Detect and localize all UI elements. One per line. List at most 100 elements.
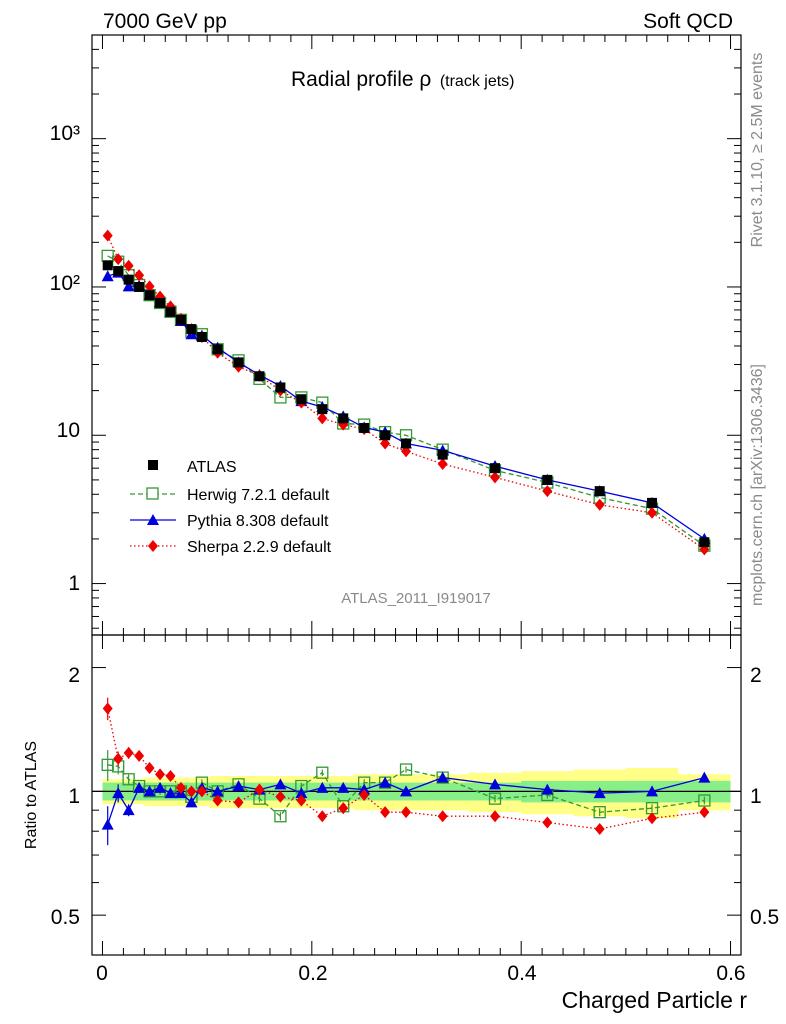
y-tick-label-1000: 10³ — [50, 122, 80, 145]
ratio-point-sherpa-18 — [380, 806, 391, 819]
ratio-point-sherpa-21 — [490, 810, 501, 823]
legend-marker-atlas — [148, 460, 158, 470]
ratio-point-pythia-10 — [211, 785, 224, 797]
ratio-point-sherpa-22 — [542, 816, 553, 829]
ratio-point-pythia-19 — [400, 785, 413, 797]
ratio-point-sherpa-2 — [123, 746, 134, 759]
ratio-point-sherpa-17 — [359, 788, 370, 801]
y-tick-label-10: 10 — [57, 419, 80, 442]
main-point-atlas-25 — [699, 537, 710, 548]
ratio-point-sherpa-24 — [647, 812, 658, 825]
main-point-atlas-13 — [275, 382, 286, 393]
plot-title-sub: (track jets) — [440, 73, 515, 90]
main-point-atlas-18 — [380, 430, 391, 441]
ratio-point-herwig-13 — [274, 810, 287, 823]
x-axis-title: Charged Particle r — [562, 987, 748, 1013]
axis-ticks — [92, 34, 741, 956]
ratio-point-sherpa-13 — [275, 790, 286, 803]
y-tick-label-100: 10² — [50, 272, 80, 295]
ratio-point-sherpa-14 — [296, 794, 307, 807]
main-point-sherpa-20 — [437, 458, 448, 471]
ratio-tick-label-2-right: 2 — [750, 664, 762, 687]
ratio-point-pythia-8 — [185, 796, 198, 808]
ratio-point-sherpa-1 — [113, 752, 124, 765]
ratio-point-herwig-21 — [488, 792, 502, 805]
main-point-sherpa-4 — [144, 280, 155, 293]
main-point-atlas-7 — [175, 314, 186, 325]
main-point-sherpa-2 — [123, 259, 134, 272]
main-point-sherpa-21 — [490, 471, 501, 484]
main-point-atlas-24 — [647, 497, 658, 508]
main-point-atlas-9 — [196, 331, 207, 342]
main-point-atlas-20 — [437, 449, 448, 460]
main-point-atlas-10 — [212, 344, 223, 355]
ratio-point-pythia-6 — [164, 787, 177, 799]
ratio-point-herwig-23 — [593, 806, 606, 819]
ratio-point-herwig-19 — [399, 763, 413, 776]
main-point-atlas-15 — [317, 404, 328, 415]
legend-marker-pythia — [147, 514, 159, 525]
ratio-point-pythia-25 — [698, 771, 711, 783]
legend-marker-sherpa — [148, 540, 158, 552]
ratio-point-pythia-16 — [337, 781, 350, 793]
main-point-sherpa-24 — [647, 506, 658, 519]
legend-marker-herwig — [146, 487, 159, 500]
main-series-group — [101, 229, 711, 556]
ratio-point-herwig-2 — [122, 773, 135, 786]
legend-item-sherpa: Sherpa 2.2.9 default — [130, 539, 332, 556]
x-tick-label-0.6: 0.6 — [716, 962, 745, 985]
legend-label-sherpa: Sherpa 2.2.9 default — [187, 539, 332, 556]
x-tick-label-0: 0 — [96, 962, 108, 985]
legend-label-herwig: Herwig 7.2.1 default — [187, 487, 330, 504]
main-point-sherpa-18 — [380, 437, 391, 450]
main-point-sherpa-3 — [134, 269, 145, 282]
x-tick-label-0.2: 0.2 — [298, 962, 327, 985]
ratio-point-sherpa-9 — [196, 785, 207, 798]
ratio-point-herwig-25 — [698, 794, 711, 807]
main-point-atlas-1 — [113, 266, 124, 277]
main-point-atlas-3 — [134, 281, 145, 292]
analysis-id-label: ATLAS_2011_I919017 — [341, 590, 491, 607]
ratio-point-pythia-11 — [232, 780, 245, 792]
plot-title-main: Radial profile ρ — [291, 68, 431, 91]
ratio-point-pythia-21 — [489, 778, 502, 790]
legend-item-atlas: ATLAS — [148, 459, 237, 476]
ratio-point-pythia-20 — [436, 771, 449, 783]
ratio-point-sherpa-10 — [212, 794, 223, 807]
ratio-series-group — [101, 697, 711, 846]
legend-item-pythia: Pythia 8.308 default — [130, 513, 329, 530]
main-point-atlas-2 — [123, 274, 134, 285]
main-point-atlas-14 — [296, 394, 307, 405]
energy-label: 7000 GeV pp — [103, 10, 227, 33]
ratio-point-pythia-1 — [112, 787, 125, 799]
legend-label-pythia: Pythia 8.308 default — [187, 513, 329, 530]
x-tick-label-0.4: 0.4 — [507, 962, 537, 985]
plot-title: Radial profile ρ (track jets) — [291, 68, 514, 91]
ratio-point-sherpa-8 — [186, 785, 197, 798]
ratio-line-herwig — [107, 764, 705, 818]
ratio-point-sherpa-19 — [401, 806, 412, 819]
main-point-atlas-21 — [490, 463, 501, 474]
main-point-pythia-0 — [101, 270, 114, 282]
ratio-point-sherpa-16 — [338, 802, 349, 815]
ratio-tick-label-0.5-left: 0.5 — [51, 906, 80, 929]
ratio-point-pythia-15 — [316, 781, 329, 793]
ratio-point-pythia-22 — [541, 783, 554, 795]
main-point-atlas-0 — [102, 260, 113, 271]
mcplots-label: mcplots.cern.ch [arXiv:1306.3436] — [749, 364, 766, 606]
main-point-atlas-11 — [233, 357, 244, 368]
ratio-point-sherpa-0 — [102, 702, 113, 715]
ratio-point-sherpa-6 — [165, 769, 176, 782]
ratio-point-pythia-24 — [646, 785, 659, 797]
main-point-atlas-17 — [359, 422, 370, 433]
rivet-version-label: Rivet 3.1.10, ≥ 2.5M events — [749, 53, 766, 248]
ratio-point-sherpa-20 — [437, 810, 448, 823]
ratio-point-sherpa-5 — [155, 768, 166, 781]
ratio-point-herwig-15 — [316, 766, 329, 779]
ratio-point-sherpa-7 — [175, 781, 186, 794]
ratio-point-pythia-5 — [154, 781, 167, 793]
legend: ATLAS Herwig 7.2.1 default Pythia 8.308 … — [130, 459, 332, 556]
main-point-sherpa-0 — [102, 229, 113, 242]
main-point-atlas-19 — [401, 438, 412, 449]
